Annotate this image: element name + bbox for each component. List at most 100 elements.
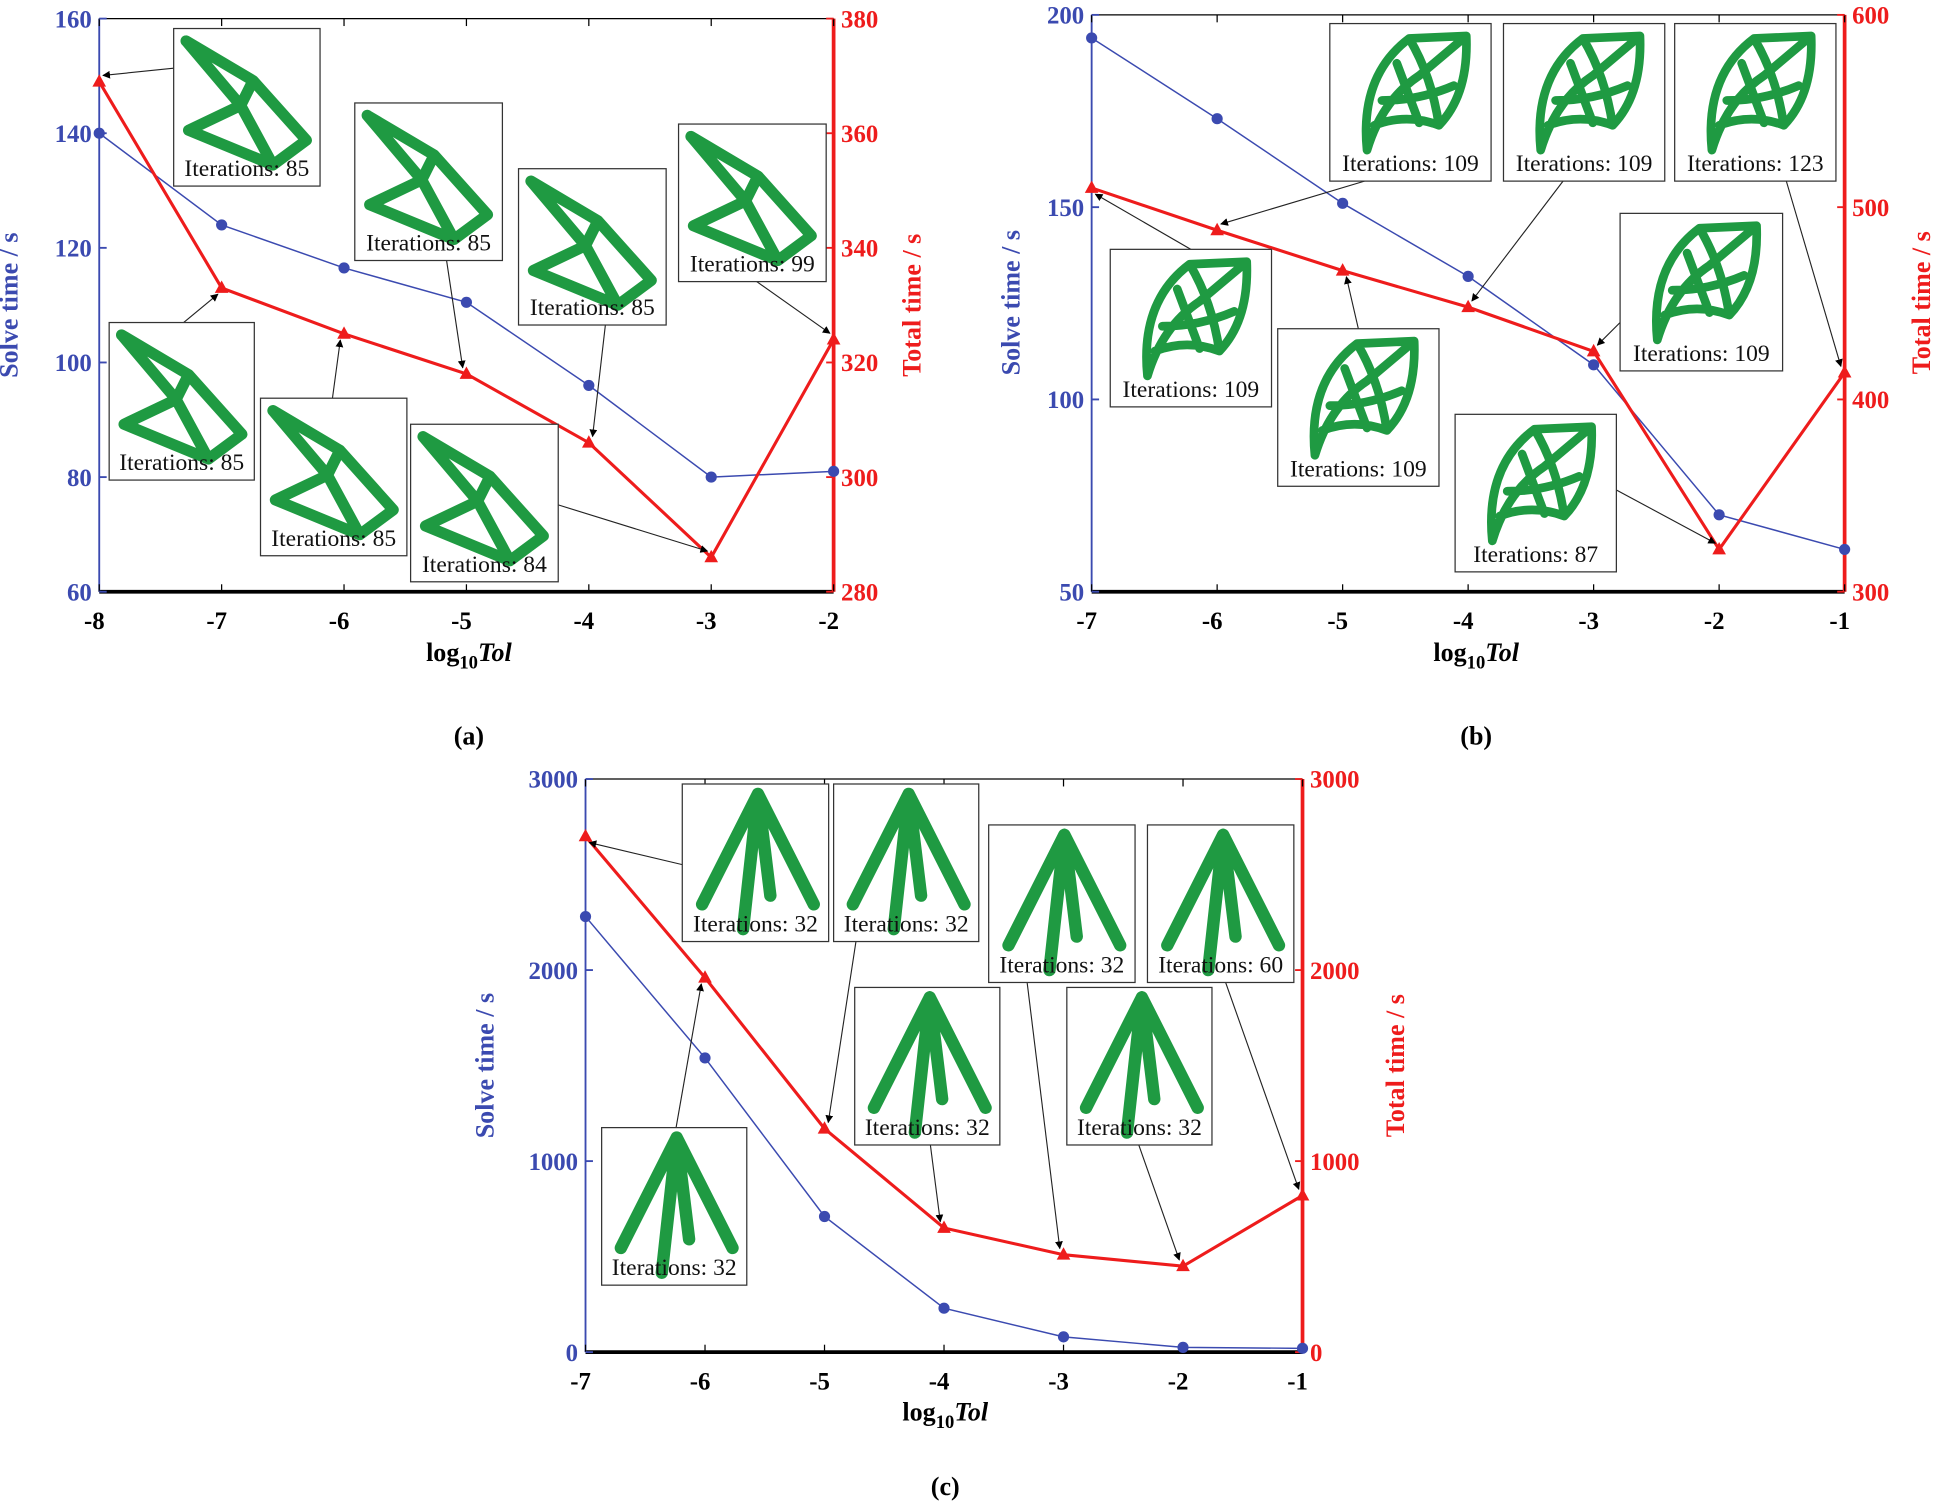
inset-image xyxy=(1361,31,1471,155)
inset-arrow xyxy=(183,293,219,323)
x-tick-label: -4 xyxy=(574,608,595,635)
total-time-point xyxy=(826,332,841,345)
solve-time-point xyxy=(699,1052,711,1064)
iterations-label: Iterations: 85 xyxy=(530,295,655,321)
solve-time-point xyxy=(1177,1341,1189,1353)
x-tick-label: -3 xyxy=(1048,1368,1069,1395)
inset-image xyxy=(1079,991,1204,1139)
solve-time-point xyxy=(818,1210,831,1223)
iterations-label: Iterations: 32 xyxy=(999,953,1124,979)
x-axis-title: log10Tol xyxy=(426,638,512,673)
inset-image xyxy=(1706,31,1816,155)
inset-arrow xyxy=(446,260,466,369)
inset-image xyxy=(846,787,971,936)
right-axis-title: Total time / s xyxy=(897,234,926,377)
topology-structure-image xyxy=(685,130,817,267)
solve-time-point xyxy=(460,296,473,308)
x-axis-title-variable: Tol xyxy=(954,1397,989,1426)
total-time-point xyxy=(704,549,719,563)
solve-time-point xyxy=(1337,197,1349,209)
right-axis-tick-label: 1000 xyxy=(1310,1149,1360,1176)
total-time-point xyxy=(1837,365,1852,378)
panel-label: (c) xyxy=(931,1472,960,1501)
inset-image xyxy=(1002,828,1127,977)
inset-box: Iterations: 109 xyxy=(1619,212,1784,372)
topology-structure-image xyxy=(1142,257,1252,381)
topology-structure-image xyxy=(115,329,248,465)
inset-image xyxy=(1487,422,1597,546)
inset-arrow xyxy=(1471,180,1564,302)
solve-time-point xyxy=(93,127,105,139)
total-time-point xyxy=(698,970,712,983)
topology-structure-image xyxy=(417,431,549,567)
x-axis-title-subscript: 10 xyxy=(1467,653,1486,674)
solve-time-point xyxy=(705,471,717,483)
iterations-label: Iterations: 109 xyxy=(1633,341,1770,367)
x-tick-label: -6 xyxy=(1202,608,1223,635)
iterations-label: Iterations: 85 xyxy=(119,450,244,476)
inset-box: Iterations: 84 xyxy=(409,423,559,583)
inset-box: Iterations: 32 xyxy=(1066,986,1213,1146)
solve-time-point xyxy=(1588,359,1600,371)
topology-structure-image xyxy=(361,109,494,245)
right-axis-tick-label: 600 xyxy=(1852,3,1889,30)
topology-structure-image xyxy=(695,787,820,936)
inset-arrow xyxy=(1138,1144,1181,1261)
inset-arrow xyxy=(1596,322,1621,346)
inset-box: Iterations: 32 xyxy=(988,824,1136,984)
total-time-point xyxy=(1712,541,1726,555)
total-time-point xyxy=(1056,1247,1071,1260)
inset-arrow xyxy=(756,281,831,334)
right-axis-title: Total time / s xyxy=(1381,994,1410,1137)
iterations-label: Iterations: 60 xyxy=(1158,953,1283,979)
inset-image xyxy=(180,35,312,171)
right-axis-tick-label: 2000 xyxy=(1310,958,1360,985)
inset-box: Iterations: 85 xyxy=(173,27,321,187)
right-axis-tick-label: 380 xyxy=(841,6,878,33)
right-axis-title: Total time / s xyxy=(1907,231,1936,374)
solve-time-point xyxy=(1713,509,1725,521)
inset-image xyxy=(1535,31,1645,155)
inset-image xyxy=(1142,257,1252,381)
iterations-label: Iterations: 123 xyxy=(1687,151,1824,177)
x-axis-title-variable: Tol xyxy=(478,638,513,667)
x-axis-title: log10Tol xyxy=(902,1397,988,1432)
inset-box: Iterations: 109 xyxy=(1502,22,1666,182)
x-axis-title-base: log xyxy=(426,638,459,667)
chart-panel-1: -7 -6 -5 -4 -3 -2 -1 50 100 150 200 300 400 500 600 Sol… xyxy=(997,3,1937,751)
solve-time-point xyxy=(579,910,592,923)
topology-structure-image xyxy=(1652,221,1762,345)
left-axis-title: Solve time / s xyxy=(0,232,23,377)
x-tick-label: -7 xyxy=(570,1368,591,1395)
left-axis-title: Solve time / s xyxy=(471,993,500,1138)
solve-time-point xyxy=(938,1302,950,1314)
inset-box: Iterations: 85 xyxy=(517,168,667,326)
inset-image xyxy=(1161,828,1286,977)
total-time-point xyxy=(1210,222,1224,236)
topology-structure-image xyxy=(1706,31,1816,155)
iterations-label: Iterations: 85 xyxy=(366,231,491,257)
x-tick-label: -5 xyxy=(1327,608,1348,635)
inset-arrow xyxy=(1220,180,1365,226)
inset-arrow xyxy=(1026,982,1063,1250)
x-tick-label: -8 xyxy=(84,608,105,635)
inset-arrow xyxy=(331,339,344,399)
left-axis-tick-label: 60 xyxy=(67,579,92,606)
inset-arrow xyxy=(825,941,857,1124)
total-time-point xyxy=(1586,343,1601,357)
inset-box: Iterations: 109 xyxy=(1329,22,1492,182)
x-tick-label: -5 xyxy=(451,608,472,635)
inset-arrow xyxy=(558,504,709,553)
inset-box: Iterations: 60 xyxy=(1146,824,1295,984)
total-time-point xyxy=(337,326,351,339)
x-axis-title-variable: Tol xyxy=(1485,638,1520,667)
right-axis-tick-label: 3000 xyxy=(1310,767,1360,794)
solve-time-point xyxy=(828,465,840,477)
iterations-label: Iterations: 99 xyxy=(690,252,815,278)
right-axis-tick-label: 280 xyxy=(841,579,878,606)
left-axis-tick-label: 200 xyxy=(1047,3,1084,30)
right-axis-tick-label: 360 xyxy=(841,121,878,148)
x-tick-label: -6 xyxy=(329,608,350,635)
right-axis-tick-label: 300 xyxy=(1852,579,1889,606)
